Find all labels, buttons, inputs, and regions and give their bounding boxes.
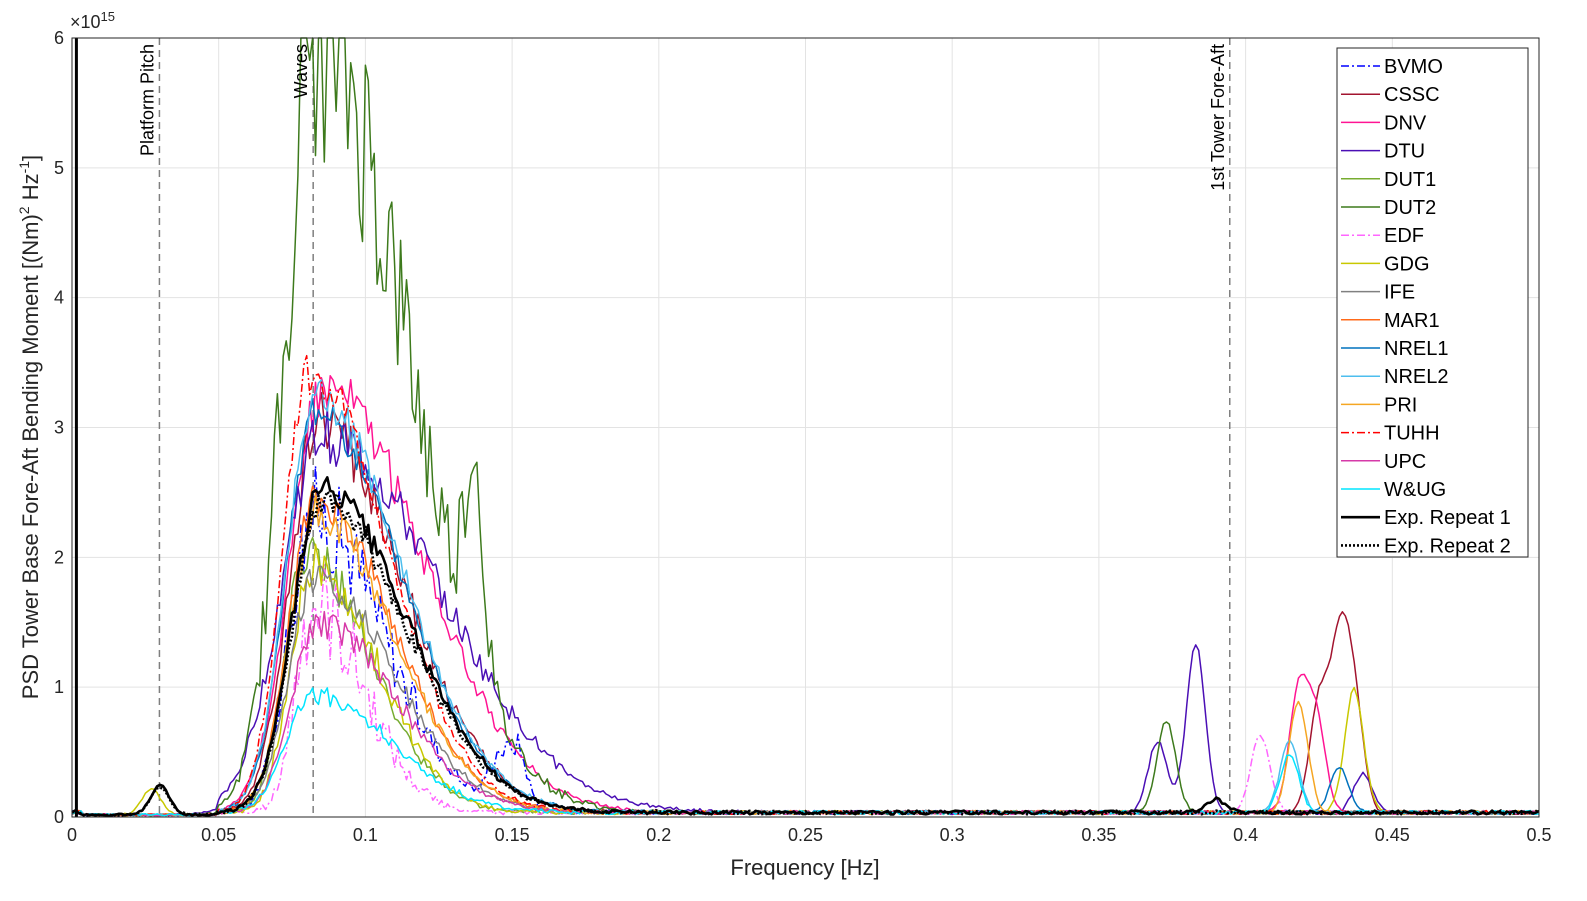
series-group	[71, 37, 1540, 817]
legend-label: NREL1	[1384, 338, 1448, 360]
legend-item: NREL2	[1341, 366, 1448, 388]
annotation-label: 1st Tower Fore-Aft	[1208, 44, 1228, 191]
x-ticks: 0 0.05 0.1 0.15 0.2 0.25 0.3 0.35 0.4 0.45 0.5	[67, 825, 1552, 845]
legend-item: Exp. Repeat 2	[1341, 535, 1511, 557]
legend-label: TUHH	[1384, 423, 1440, 445]
legend-item: TUHH	[1341, 423, 1440, 445]
y-ticks: 0 1 2 3 4 5 6	[54, 28, 64, 827]
series-line-exp-repeat-1	[71, 476, 1540, 817]
legend-label: MAR1	[1384, 310, 1440, 332]
legend-item: UPC	[1341, 451, 1426, 473]
legend-label: DTU	[1384, 141, 1425, 163]
series-line-exp-repeat-2	[71, 490, 1540, 817]
legend-label: DUT1	[1384, 169, 1436, 191]
legend-label: DUT2	[1384, 197, 1436, 219]
x-tick-label: 0.45	[1375, 825, 1410, 845]
x-axis-label: Frequency [Hz]	[730, 855, 879, 880]
legend-item: BVMO	[1341, 56, 1443, 78]
y-axis-label: PSD Tower Base Fore-Aft Bending Moment […	[16, 155, 43, 699]
legend-item: Exp. Repeat 1	[1341, 507, 1511, 529]
annotation-label: Platform Pitch	[137, 44, 157, 156]
legend-item: MAR1	[1341, 310, 1440, 332]
y-tick-label: 5	[54, 158, 64, 178]
x-tick-label: 0.3	[940, 825, 965, 845]
legend-item: DNV	[1341, 112, 1427, 134]
legend-label: NREL2	[1384, 366, 1448, 388]
legend-label: GDG	[1384, 253, 1430, 275]
x-tick-label: 0.5	[1526, 825, 1551, 845]
legend-label: BVMO	[1384, 56, 1443, 78]
legend-item: EDF	[1341, 225, 1424, 247]
legend-label: DNV	[1384, 112, 1427, 134]
legend-label: W&UG	[1384, 479, 1446, 501]
legend-item: W&UG	[1341, 479, 1446, 501]
legend-item: IFE	[1341, 282, 1415, 304]
legend-label: UPC	[1384, 451, 1426, 473]
legend-box	[1336, 47, 1529, 558]
annotation-labels: Platform Pitch Waves 1st Tower Fore-Aft	[137, 44, 1227, 191]
legend: BVMO CSSC DNV DTU DUT1 DUT2 EDF GDG IFE MAR1 NREL1…	[1336, 47, 1529, 558]
y-tick-label: 6	[54, 28, 64, 48]
legend-item: NREL1	[1341, 338, 1448, 360]
legend-label: EDF	[1384, 225, 1424, 247]
legend-item: DTU	[1341, 141, 1425, 163]
legend-label: IFE	[1384, 282, 1415, 304]
legend-label: CSSC	[1384, 84, 1440, 106]
y-tick-label: 4	[54, 288, 64, 308]
legend-label: Exp. Repeat 1	[1384, 507, 1511, 529]
y-tick-label: 1	[54, 677, 64, 697]
legend-item: GDG	[1341, 253, 1430, 275]
legend-item: PRI	[1341, 394, 1417, 416]
y-tick-label: 2	[54, 547, 64, 567]
legend-label: PRI	[1384, 394, 1417, 416]
x-tick-label: 0.2	[646, 825, 671, 845]
legend-label: Exp. Repeat 2	[1384, 535, 1511, 557]
legend-item: DUT1	[1341, 169, 1436, 191]
x-tick-label: 0.35	[1081, 825, 1116, 845]
x-tick-label: 0.1	[353, 825, 378, 845]
plot-frame	[71, 37, 1540, 818]
y-tick-label: 0	[54, 807, 64, 827]
y-exponent: ×1015	[70, 9, 115, 32]
x-tick-label: 0.15	[495, 825, 530, 845]
x-tick-label: 0.25	[788, 825, 823, 845]
x-tick-label: 0.4	[1233, 825, 1258, 845]
legend-item: DUT2	[1341, 197, 1436, 219]
annotation-label: Waves	[291, 44, 311, 98]
y-tick-label: 3	[54, 418, 64, 438]
x-tick-label: 0	[67, 825, 77, 845]
legend-item: CSSC	[1341, 84, 1440, 106]
x-tick-label: 0.05	[201, 825, 236, 845]
